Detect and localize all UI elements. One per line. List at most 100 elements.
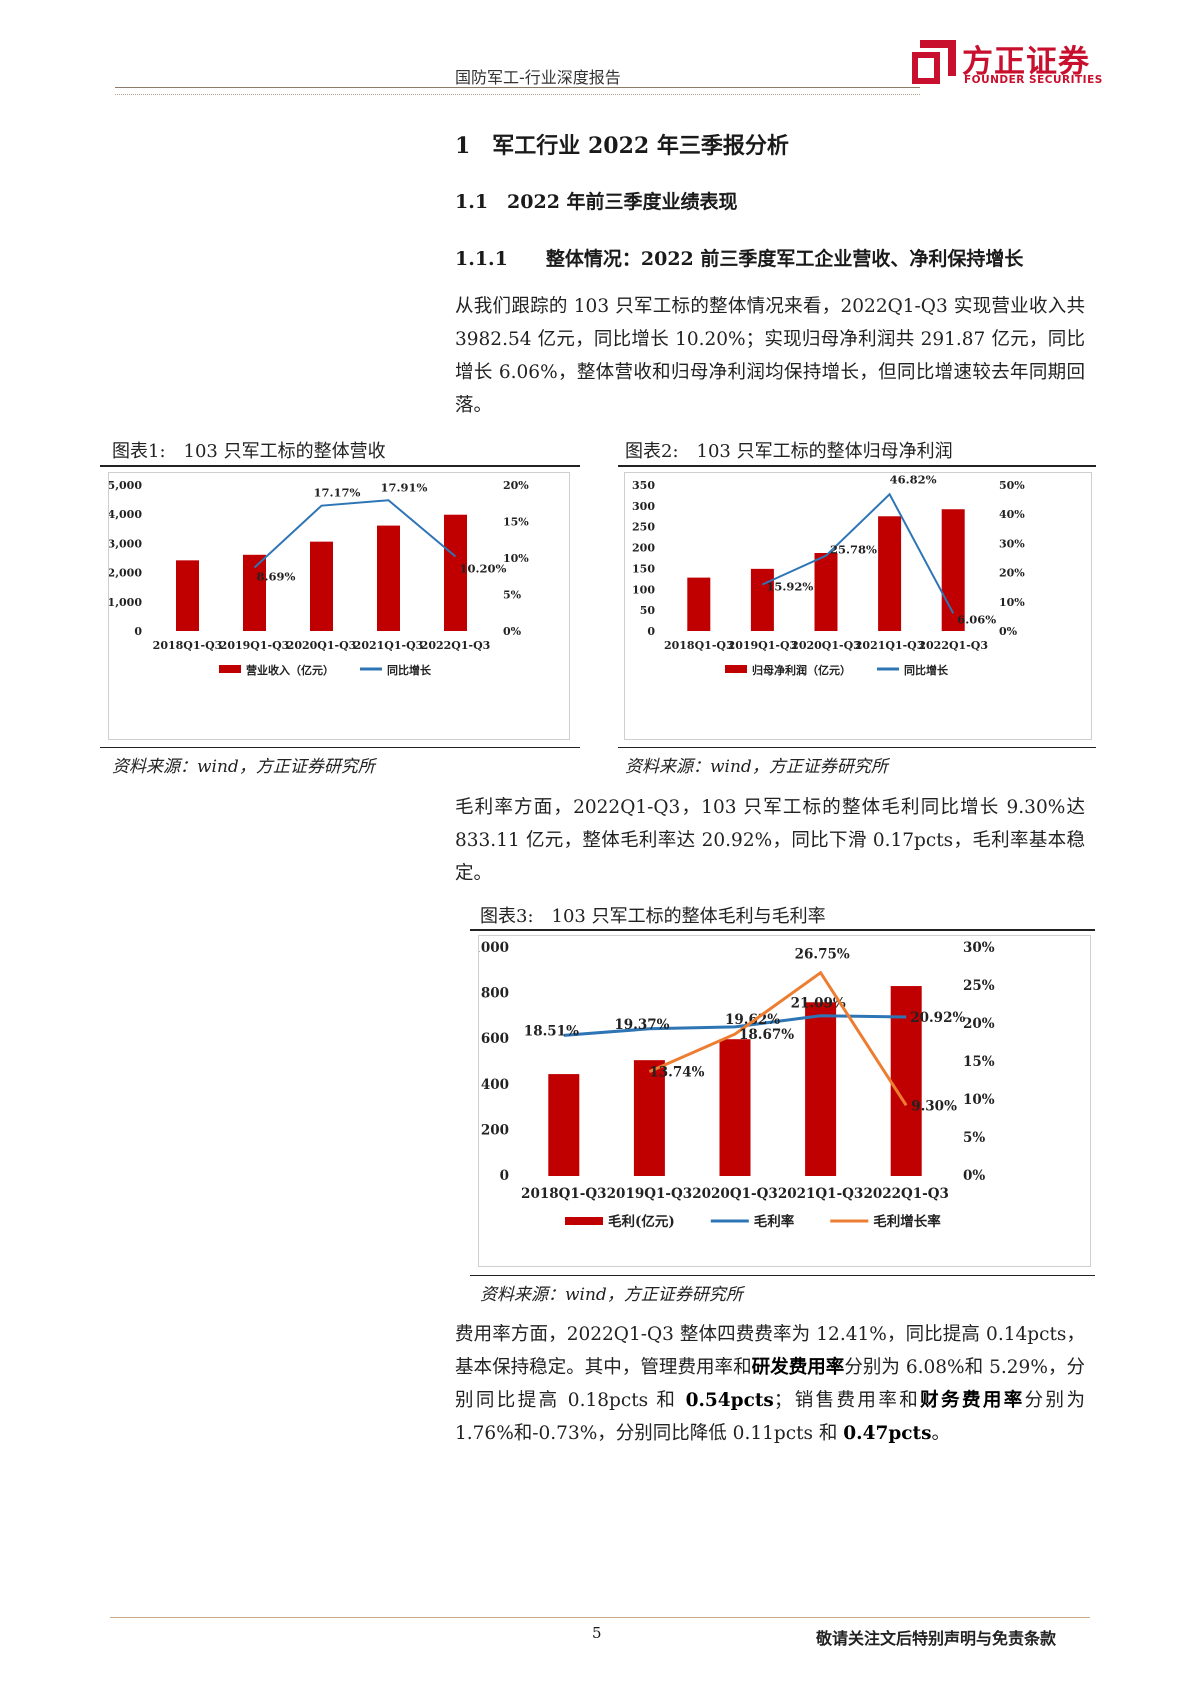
bar: [633, 1060, 665, 1176]
legend-label: 营业收入（亿元）: [246, 663, 334, 677]
y-tick-label: 0: [134, 625, 142, 638]
data-label: 8.69%: [257, 570, 296, 584]
x-tick-label: 2019Q1-Q3: [728, 639, 798, 652]
revenue-chart: 0 1,000 2,000 3,000 4,000 5,000 0% 5% 10% 15% 20% 2…: [108, 479, 530, 677]
figure-2-title: 图表2: 103 只军工标的整体归母净利润: [625, 441, 953, 462]
y2-tick-label: 5%: [963, 1130, 985, 1146]
legend-swatch: [219, 665, 241, 673]
y2-tick-label: 30%: [963, 940, 995, 956]
y-tick-label: 800: [481, 986, 509, 1002]
founder-logo: 方正证券 FOUNDER SECURITIES: [910, 34, 1102, 94]
gross-profit-chart: 0 200 400 600 800 1000 0% 5% 10% 15% 20% 25% 30% 2018…: [471, 940, 995, 1230]
x-tick-label: 2018Q1-Q3: [664, 639, 734, 652]
x-tick-label: 2020Q1-Q3: [791, 639, 861, 652]
y2-tick-label: 15%: [503, 516, 529, 529]
y-tick-label: 250: [632, 521, 655, 534]
x-tick-label: 2020Q1-Q3: [287, 639, 357, 652]
y-tick-label: 100: [632, 583, 655, 596]
figure-2-source: 资料来源：wind，方正证券研究所: [625, 757, 888, 777]
figure-3-title: 图表3: 103 只军工标的整体毛利与毛利率: [480, 906, 826, 927]
figure-3-chart-area: 0 200 400 600 800 1000 0% 5% 10% 15% 20% 25% 30% 2018…: [471, 935, 1091, 1267]
data-label: 6.06%: [957, 612, 996, 626]
footer-rule: [110, 1617, 1090, 1618]
figure-1-source: 资料来源：wind，方正证券研究所: [112, 757, 375, 777]
x-tick-label: 2019Q1-Q3: [220, 639, 290, 652]
figure-3-bottom-rule: [470, 1275, 1095, 1276]
figure-1-top-rule: [100, 465, 580, 467]
legend-label: 毛利(亿元): [608, 1213, 675, 1230]
y2-tick-label: 0%: [963, 1168, 985, 1184]
figure-2-bottom-rule: [618, 747, 1096, 748]
data-label: 26.75%: [795, 947, 850, 963]
y-tick-label: 200: [481, 1122, 509, 1138]
data-label: 18.51%: [524, 1023, 579, 1039]
y-tick-label: 200: [632, 542, 655, 555]
paragraph-gross-margin: 毛利率方面，2022Q1-Q3，103 只军工标的整体毛利同比增长 9.30%达…: [455, 797, 1085, 884]
y-tick-label: 0: [647, 625, 655, 638]
bar: [750, 568, 774, 631]
figure-1-chart-area: 0 1,000 2,000 3,000 4,000 5,000 0% 5% 10% 15% 20% 2…: [108, 472, 570, 740]
p3-text-c: 分别为 6.08%和 5.29%，分别同比提高 0.18pcts 和: [455, 1357, 1085, 1411]
series-line: [648, 970, 908, 1107]
y2-tick-label: 25%: [963, 978, 995, 994]
y-tick-label: 600: [481, 1031, 509, 1047]
p3-bold-fin: 财务费用率: [920, 1390, 1025, 1411]
y2-tick-label: 0%: [999, 625, 1018, 638]
logo-cn-text: 方正证券: [962, 44, 1090, 80]
legend-label: 毛利率: [754, 1213, 795, 1230]
figure-3-top-rule: [470, 929, 1095, 931]
y-tick-label: 0: [500, 1168, 509, 1184]
section-heading-1: 1 军工行业 2022 年三季报分析: [455, 133, 789, 159]
section-heading-1-1-1: 1.1.1 整体情况：2022 前三季度军工企业营收、净利保持增长: [455, 248, 1024, 270]
data-label: 17.17%: [314, 486, 361, 500]
y2-tick-label: 0%: [503, 625, 522, 638]
y2-tick-label: 20%: [963, 1016, 995, 1032]
figure-1-bottom-rule: [100, 747, 580, 748]
y-tick-label: 5,000: [109, 479, 142, 492]
x-tick-label: 2019Q1-Q3: [607, 1186, 692, 1202]
y-tick-label: 4,000: [109, 508, 142, 521]
paragraph-overview: 从我们跟踪的 103 只军工标的整体情况来看，2022Q1-Q3 实现营业收入共…: [455, 296, 1085, 416]
data-label: 46.82%: [890, 473, 937, 486]
data-label: 15.92%: [766, 580, 813, 594]
p3-bold-rd: 研发费用率: [751, 1357, 845, 1378]
header-rule: [115, 87, 920, 88]
bar: [878, 516, 902, 631]
y-tick-label: 3,000: [109, 537, 142, 550]
net-profit-chart: 0 50 100 150 200 250 300 350 0% 10% 20% 30% 40% 50% 20…: [632, 472, 1025, 677]
p3-text-g: 分别为 1.76%和-0.73%，分别同比降低 0.11pcts 和: [455, 1390, 1085, 1444]
bar: [814, 552, 838, 631]
data-label: 13.74%: [649, 1065, 704, 1081]
series-line: [253, 499, 457, 569]
x-tick-label: 2020Q1-Q3: [692, 1186, 777, 1202]
legend-swatch: [565, 1217, 603, 1225]
legend-label: 同比增长: [387, 663, 432, 677]
y2-tick-label: 20%: [503, 479, 529, 492]
p3-bold-fin-pcts: 0.47pcts: [843, 1423, 932, 1444]
bar: [377, 525, 400, 631]
bar: [310, 541, 333, 631]
y-tick-label: 400: [481, 1077, 509, 1093]
x-tick-label: 2021Q1-Q3: [354, 639, 424, 652]
header-title: 国防军工-行业深度报告: [455, 68, 621, 87]
figure-2-chart-area: 0 50 100 150 200 250 300 350 0% 10% 20% 30% 40% 50% 20…: [624, 472, 1092, 740]
bar: [548, 1074, 580, 1176]
figure-2-top-rule: [618, 465, 1096, 467]
x-tick-label: 2018Q1-Q3: [521, 1186, 606, 1202]
x-tick-label: 2021Q1-Q3: [855, 639, 925, 652]
data-label: 17.91%: [381, 480, 428, 494]
p3-text-i: 。: [931, 1423, 950, 1444]
data-label: 25.78%: [830, 543, 877, 557]
y2-tick-label: 30%: [999, 537, 1025, 550]
data-label: 9.30%: [911, 1098, 957, 1114]
data-label: 20.92%: [910, 1010, 965, 1026]
bar: [444, 514, 467, 631]
logo-en-text: FOUNDER SECURITIES: [964, 74, 1103, 86]
figure-1-title: 图表1: 103 只军工标的整体营收: [112, 441, 386, 462]
bar: [687, 577, 711, 631]
data-label: 18.67%: [739, 1027, 794, 1043]
data-label: 21.09%: [791, 996, 846, 1012]
p3-bold-rd-pcts: 0.54pcts: [685, 1390, 774, 1411]
y2-tick-label: 15%: [963, 1054, 995, 1070]
data-label: 19.37%: [614, 1017, 669, 1033]
